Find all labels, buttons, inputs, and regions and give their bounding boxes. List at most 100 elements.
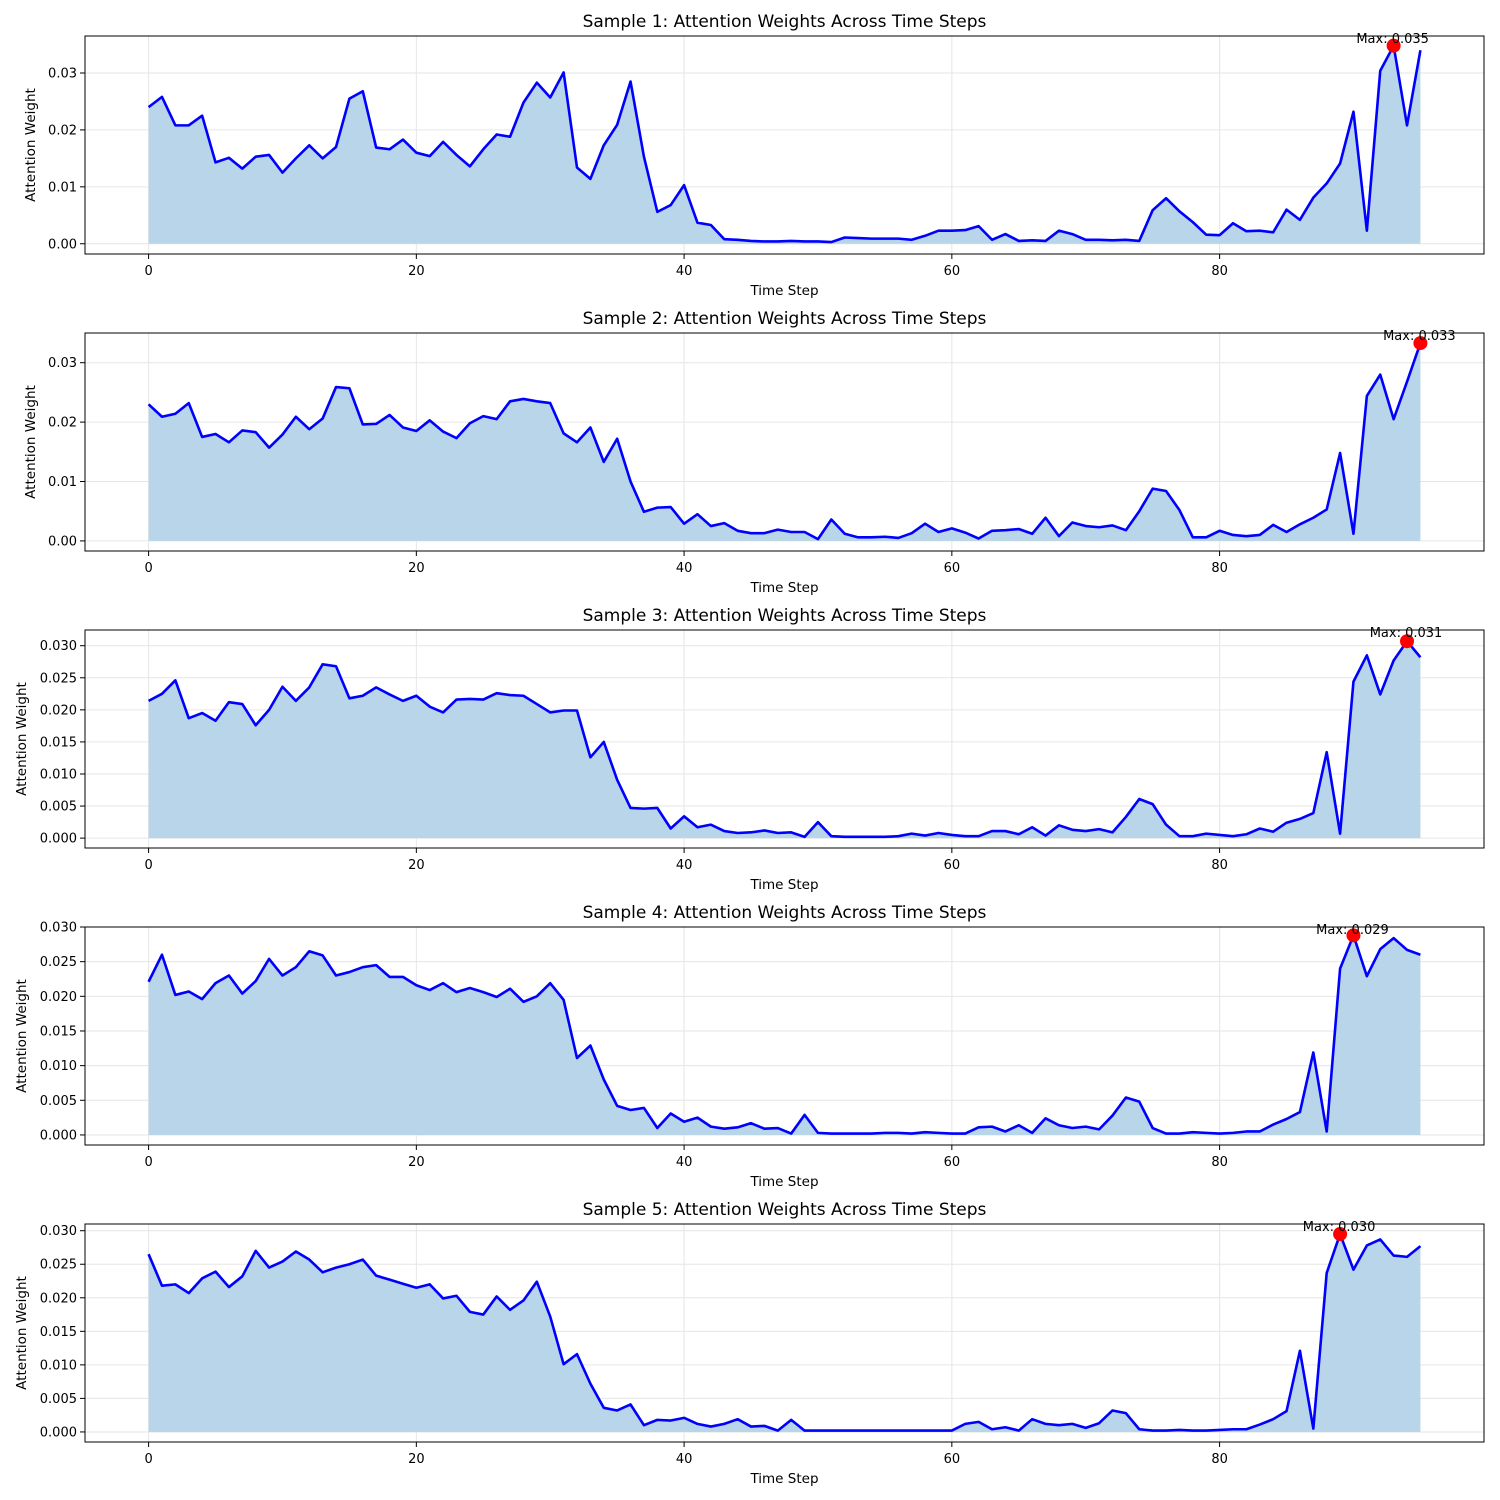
max-marker	[1413, 336, 1428, 351]
attention-line	[147, 934, 1421, 1135]
attention-area	[148, 1234, 1421, 1432]
chart-panel-3: Max: 0.031 0 20 40 60 80 0.000 0.005 0.010 0.015 0…	[14, 606, 1485, 893]
axes-frame	[84, 629, 1485, 849]
y-tick-label: 0.015	[40, 1325, 77, 1340]
x-tick-label: 20	[408, 1155, 425, 1170]
attention-line	[147, 342, 1422, 541]
y-tick-label: 0.005	[40, 800, 77, 815]
x-tick-label: 80	[1211, 1452, 1228, 1467]
y-tick-label: 0.02	[48, 416, 77, 431]
x-tick-label: 0	[144, 1155, 152, 1170]
y-tick-label: 0.02	[48, 123, 77, 138]
y-tick-label: 0.00	[48, 534, 77, 549]
y-tick-label: 0.03	[48, 356, 77, 371]
chart-panel-1: Max: 0.035 0 20 40 60 80 0.00 0.01 0.02 0.03 Sampl…	[23, 12, 1485, 299]
attention-line	[147, 639, 1422, 839]
y-axis-label: Attention Weight	[14, 1276, 30, 1390]
x-tick-label: 40	[676, 264, 693, 279]
axes-frame	[84, 1223, 1485, 1443]
x-tick-label: 60	[944, 858, 961, 873]
x-tick-label: 0	[144, 1452, 152, 1467]
max-marker	[1333, 1227, 1348, 1242]
x-tick-label: 40	[676, 561, 693, 576]
chart-title: Sample 2: Attention Weights Across Time …	[583, 309, 987, 329]
y-tick-label: 0.000	[40, 832, 77, 847]
x-tick-label: 80	[1211, 561, 1228, 576]
y-tick-label: 0.00	[48, 237, 77, 252]
x-tick-label: 0	[144, 858, 152, 873]
axes-frame	[84, 926, 1485, 1146]
max-marker	[1346, 928, 1361, 943]
y-tick-label: 0.01	[48, 475, 77, 490]
x-tick-label: 40	[676, 858, 693, 873]
y-tick-label: 0.03	[48, 66, 77, 81]
y-tick-label: 0.030	[40, 921, 77, 936]
chart-title: Sample 5: Attention Weights Across Time …	[583, 1200, 987, 1220]
attention-area	[148, 935, 1421, 1135]
x-tick-label: 40	[676, 1452, 693, 1467]
y-tick-label: 0.030	[40, 639, 77, 654]
y-tick-label: 0.010	[40, 1059, 77, 1074]
x-tick-label: 80	[1211, 1155, 1228, 1170]
x-tick-label: 80	[1211, 264, 1228, 279]
max-marker	[1400, 634, 1415, 649]
y-tick-label: 0.025	[40, 1258, 77, 1273]
max-label: Max: 0.035	[1356, 32, 1429, 47]
chart-panel-2: Max: 0.033 0 20 40 60 80 0.00 0.01 0.02 0.03 Sampl…	[23, 309, 1485, 596]
attention-line	[147, 1232, 1422, 1432]
y-axis-label: Attention Weight	[14, 682, 30, 796]
axes-frame	[84, 35, 1485, 255]
y-tick-label: 0.025	[40, 955, 77, 970]
y-tick-label: 0.010	[40, 1358, 77, 1373]
attention-area	[148, 343, 1421, 541]
chart-panel-5: Max: 0.030 0 20 40 60 80 0.000 0.005 0.010 0.015 0…	[14, 1200, 1485, 1487]
y-tick-label: 0.015	[40, 735, 77, 750]
x-tick-label: 0	[144, 264, 152, 279]
attention-line	[147, 44, 1422, 244]
x-axis-label: Time Step	[749, 1174, 818, 1190]
y-tick-label: 0.015	[40, 1024, 77, 1039]
x-tick-label: 60	[944, 1155, 961, 1170]
y-tick-label: 0.01	[48, 180, 77, 195]
y-tick-label: 0.020	[40, 990, 77, 1005]
chart-title: Sample 3: Attention Weights Across Time …	[583, 606, 987, 626]
max-label: Max: 0.033	[1383, 329, 1456, 344]
x-tick-label: 80	[1211, 858, 1228, 873]
y-tick-label: 0.000	[40, 1425, 77, 1440]
x-axis-label: Time Step	[749, 1471, 818, 1487]
x-tick-label: 20	[408, 561, 425, 576]
y-tick-label: 0.010	[40, 767, 77, 782]
y-tick-label: 0.025	[40, 671, 77, 686]
x-tick-label: 0	[144, 561, 152, 576]
max-label: Max: 0.029	[1316, 923, 1389, 938]
chart-panel-4: Max: 0.029 0 20 40 60 80 0.000 0.005 0.010 0.015 0…	[14, 903, 1485, 1190]
chart-title: Sample 1: Attention Weights Across Time …	[583, 12, 987, 32]
x-tick-label: 20	[408, 264, 425, 279]
y-axis-label: Attention Weight	[14, 979, 30, 1093]
y-tick-label: 0.005	[40, 1094, 77, 1109]
y-tick-label: 0.000	[40, 1128, 77, 1143]
x-tick-label: 60	[944, 1452, 961, 1467]
x-tick-label: 60	[944, 561, 961, 576]
y-tick-label: 0.020	[40, 703, 77, 718]
attention-area	[148, 45, 1421, 244]
x-axis-label: Time Step	[749, 877, 818, 893]
chart-title: Sample 4: Attention Weights Across Time …	[583, 903, 987, 923]
y-axis-label: Attention Weight	[23, 88, 39, 202]
x-tick-label: 20	[408, 1452, 425, 1467]
y-tick-label: 0.005	[40, 1392, 77, 1407]
max-label: Max: 0.031	[1370, 626, 1443, 641]
y-tick-label: 0.020	[40, 1291, 77, 1306]
y-axis-label: Attention Weight	[23, 385, 39, 499]
x-axis-label: Time Step	[749, 283, 818, 299]
max-label: Max: 0.030	[1303, 1220, 1376, 1235]
max-marker	[1386, 38, 1401, 53]
x-axis-label: Time Step	[749, 580, 818, 596]
attention-area	[148, 641, 1421, 839]
y-tick-label: 0.030	[40, 1224, 77, 1239]
x-tick-label: 60	[944, 264, 961, 279]
x-tick-label: 40	[676, 1155, 693, 1170]
x-tick-label: 20	[408, 858, 425, 873]
axes-frame	[84, 332, 1485, 552]
